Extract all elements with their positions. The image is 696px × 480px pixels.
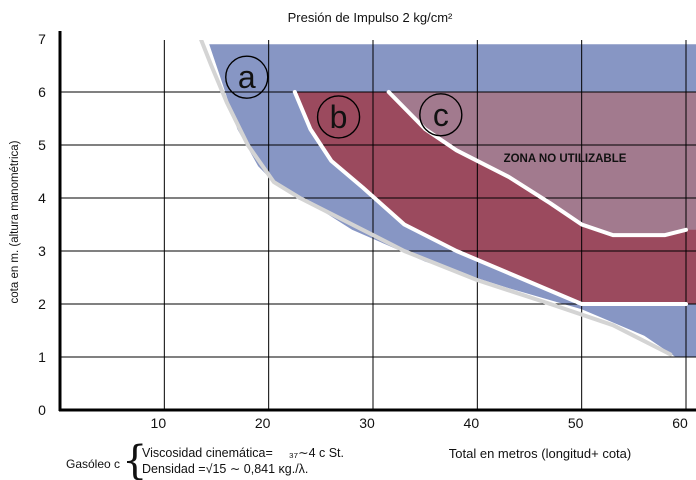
zone-c-circle (419, 93, 463, 137)
annotation-zona-no-utilizable: ZONA NO UTILIZABLE (504, 153, 627, 165)
x-tick-label: 60 (672, 415, 688, 431)
zone-a-circle (225, 55, 269, 99)
y-tick-label: 3 (38, 243, 46, 259)
y-tick-label: 7 (38, 31, 46, 47)
x-axis-label: Total en metros (longitud+ cota) (449, 446, 631, 461)
footnote-fuel: Gasóleo c (66, 457, 120, 471)
x-tick-label: 10 (151, 415, 167, 431)
footnote-brace: { (122, 438, 147, 480)
x-tick-label: 30 (359, 415, 375, 431)
footnote-viscosity: Viscosidad cinemática= ₃₇∼4 c St. (142, 446, 344, 460)
y-axis-label: cota en m. (altura manométrica) (9, 140, 21, 303)
x-tick-label: 40 (464, 415, 480, 431)
curve-c (386, 90, 688, 238)
x-tick-label: 20 (255, 415, 271, 431)
y-tick-label: 2 (38, 296, 46, 312)
y-tick-label: 5 (38, 137, 46, 153)
zone-c-label: c (433, 97, 449, 133)
footnote-density: Densidad =√15 ∼ 0,841 κg./λ. (142, 462, 308, 476)
y-tick-label: 6 (38, 84, 46, 100)
x-tick-label: 50 (568, 415, 584, 431)
y-tick-label: 0 (38, 402, 46, 418)
zone-a-label: a (238, 59, 256, 95)
lower-boundary-curve (199, 40, 673, 357)
curve-b (292, 90, 688, 306)
zone-b-circle (316, 95, 361, 139)
y-tick-label: 1 (38, 349, 46, 365)
chart-title: Presión de Impulso 2 kg/cm² (288, 10, 453, 25)
y-tick-label: 4 (38, 190, 46, 206)
zone-c-area (388, 92, 696, 236)
zone-b-label: b (330, 99, 348, 135)
